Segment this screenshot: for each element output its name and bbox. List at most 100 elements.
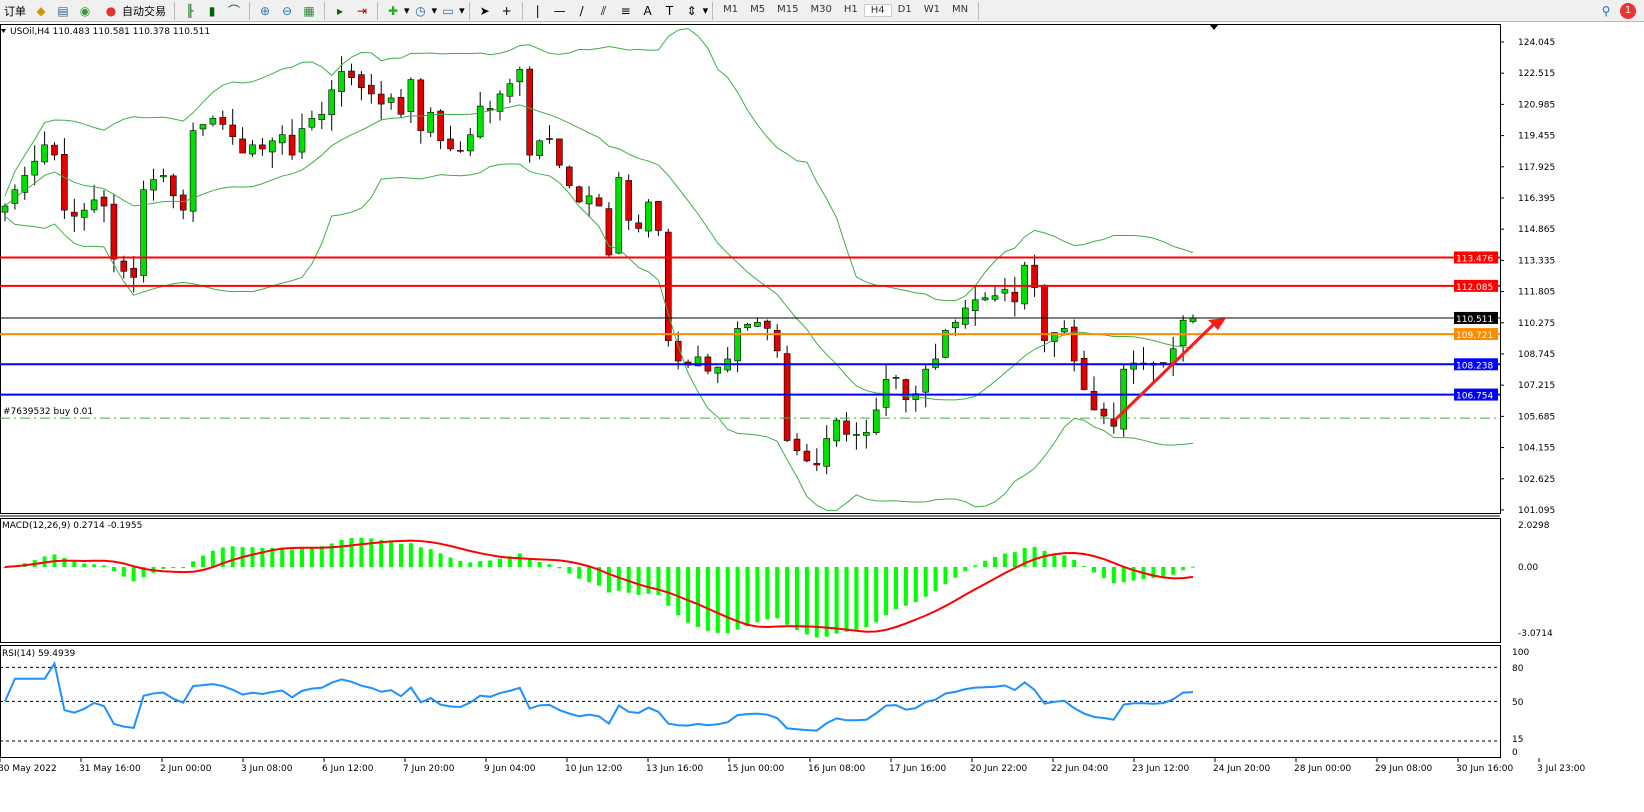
candle-body <box>239 138 246 154</box>
candle-body <box>655 201 662 231</box>
macd-bar <box>646 567 651 594</box>
candle-body <box>90 199 98 211</box>
candle-body <box>872 409 880 434</box>
candle <box>1189 314 1197 324</box>
timeframe-m15[interactable]: M15 <box>777 4 799 15</box>
candle-body <box>417 79 425 131</box>
macd-bar <box>1181 567 1186 571</box>
candle-body <box>219 117 227 125</box>
auto-scroll-icon[interactable]: ▸ <box>336 3 344 18</box>
candle <box>377 81 385 120</box>
timeframe-h1[interactable]: H1 <box>843 4 858 15</box>
candle-body <box>21 175 29 193</box>
candle-body <box>457 149 464 152</box>
toolbar-separator <box>521 1 523 20</box>
auto-trading-button[interactable]: ● 自动交易 <box>96 1 170 21</box>
equidistant-channel-icon[interactable]: ⫽ <box>600 3 607 18</box>
candle <box>288 119 296 160</box>
notifications-icon[interactable]: 1 <box>1620 2 1636 19</box>
macd-bar <box>1121 567 1126 583</box>
macd-bar <box>1072 559 1077 567</box>
timeframe-h4[interactable]: H4 <box>863 4 892 17</box>
candle-body <box>427 111 435 133</box>
fibonacci-icon[interactable]: ≡ <box>620 3 631 18</box>
candle-body <box>41 144 48 163</box>
bar-chart-icon[interactable]: ╟ <box>186 3 194 18</box>
candle-body <box>110 203 118 260</box>
macd-bar <box>488 560 493 567</box>
macd-bar <box>349 537 354 567</box>
candle-body <box>397 97 405 115</box>
time-label: 10 Jun 12:00 <box>565 764 622 774</box>
dropdown-arrow-icon[interactable]: ▾ <box>459 4 465 17</box>
candle-body <box>783 353 791 441</box>
price-tick-label: 119.455 <box>1518 132 1555 142</box>
periods-icon[interactable]: ◷ <box>415 3 426 18</box>
text-icon[interactable]: A <box>643 3 652 18</box>
candle <box>51 142 58 161</box>
dropdown-arrow-icon[interactable]: ▾ <box>404 4 410 17</box>
macd-bar <box>1012 552 1017 567</box>
macd-bar <box>844 567 849 632</box>
price-chart[interactable]: 124.045 122.515 120.985 119.455 117.925 116.3… <box>0 22 1644 812</box>
candlestick-icon[interactable]: ▮ <box>208 3 216 18</box>
candle <box>90 184 98 213</box>
candle <box>506 78 514 103</box>
search-icon[interactable]: ⚲ <box>1601 3 1611 18</box>
market-watch-icon[interactable]: ◆ <box>36 3 46 18</box>
candle-body <box>803 450 811 462</box>
zoom-out-icon[interactable]: ⊖ <box>281 3 293 18</box>
signals-icon[interactable]: ◉ <box>79 3 91 18</box>
macd-bar <box>478 561 483 567</box>
candle <box>387 93 395 110</box>
data-window-icon[interactable]: ▤ <box>57 3 69 18</box>
level-price-tag <box>1454 279 1498 292</box>
horizontal-line-icon[interactable]: — <box>553 3 566 18</box>
rsi-tick-label: 0 <box>1512 748 1518 758</box>
macd-bar <box>3 567 7 568</box>
toolbar-separator <box>174 1 175 20</box>
macd-bar <box>438 553 443 567</box>
templates-icon[interactable]: ▭ <box>442 3 454 18</box>
indicators-icon[interactable]: ✚ <box>387 3 399 18</box>
candle <box>1120 364 1127 437</box>
macd-bar <box>131 567 136 582</box>
candle-body <box>1179 319 1187 347</box>
time-label: 30 Jun 16:00 <box>1456 764 1513 774</box>
macd-bar <box>141 567 146 578</box>
trendline-icon[interactable]: / <box>579 3 584 18</box>
rsi-line <box>4 661 1194 732</box>
timeframe-m30[interactable]: M30 <box>810 4 832 15</box>
tile-windows-icon[interactable]: ▦ <box>303 3 315 18</box>
candle <box>120 255 128 279</box>
vertical-line-icon[interactable]: | <box>535 3 540 18</box>
timeframe-m5[interactable]: M5 <box>750 4 766 15</box>
new-order-button[interactable]: 订单 <box>0 1 30 21</box>
auto-trading-icon: ● <box>105 3 117 18</box>
cursor-icon[interactable]: ➤ <box>479 3 490 18</box>
timeframe-m1[interactable]: M1 <box>723 4 739 15</box>
candle-body <box>496 93 504 112</box>
dropdown-arrow-icon[interactable]: ▾ <box>702 4 709 17</box>
timeframe-d1[interactable]: D1 <box>897 4 912 15</box>
candle <box>912 385 920 412</box>
line-chart-icon[interactable]: ⌒ <box>227 3 240 18</box>
text-label-icon[interactable]: T <box>665 3 674 18</box>
timeframe-mn[interactable]: MN <box>951 4 969 15</box>
candle <box>110 193 118 273</box>
zoom-in-icon[interactable]: ⊕ <box>259 3 271 18</box>
timeframe-w1[interactable]: W1 <box>923 4 940 15</box>
chart-shift-icon[interactable]: ⇥ <box>356 3 368 18</box>
crosshair-icon[interactable]: + <box>501 3 512 18</box>
macd-bar <box>537 561 542 567</box>
macd-bar <box>111 567 116 572</box>
arrows-icon[interactable]: ⇕ <box>686 3 697 18</box>
candle-body <box>1031 264 1038 288</box>
dropdown-arrow-icon[interactable]: ▾ <box>431 4 438 17</box>
macd-bar <box>953 567 958 578</box>
macd-bar <box>884 567 889 616</box>
macd-bar <box>1151 567 1156 579</box>
candle <box>813 448 821 472</box>
candle-body <box>853 434 860 436</box>
macd-bar <box>1042 550 1047 567</box>
